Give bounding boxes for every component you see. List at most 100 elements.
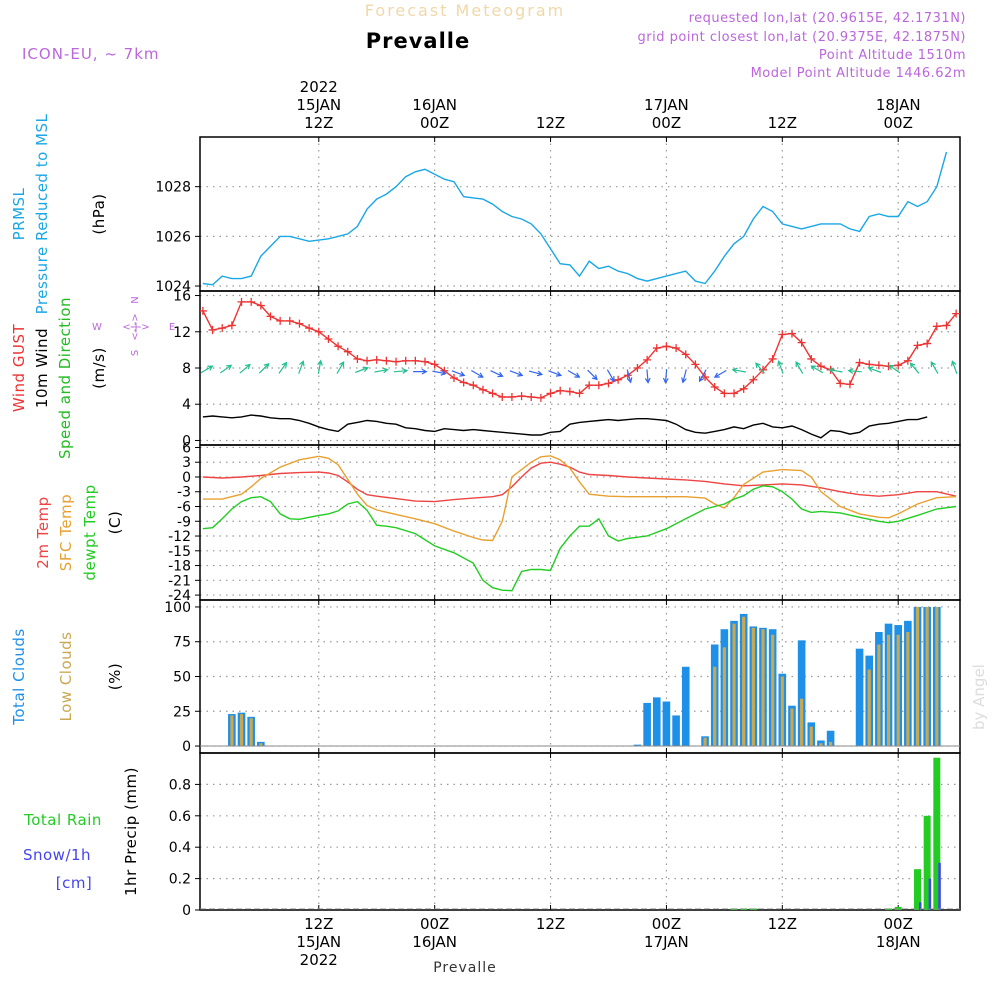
cloud-bar-total (633, 744, 642, 747)
watermark: by Angel (970, 664, 988, 730)
cloud-bar-low (761, 629, 765, 747)
gust-marker (797, 338, 806, 347)
y-tick-label: -3 (177, 485, 191, 501)
y-tick-label: 0 (182, 470, 191, 486)
wind-direction-arrow (393, 368, 409, 374)
time-label-bottom: 00Z (420, 915, 449, 933)
cloud-bar-low (935, 606, 939, 747)
gust-marker (334, 342, 343, 351)
gust-marker (411, 356, 420, 365)
series-line-dewpt-temp (202, 485, 957, 592)
gust-marker (430, 360, 439, 369)
gust-marker (575, 389, 584, 398)
gust-marker (247, 297, 256, 306)
wind-direction-arrow (528, 370, 544, 377)
cloud-bar-low (819, 743, 823, 747)
wind-direction-arrow (681, 369, 687, 384)
time-label-top: 2022 (300, 78, 338, 96)
wind-direction-arrow (374, 367, 389, 374)
y-tick-label: 75 (173, 635, 191, 651)
gust-marker (652, 344, 661, 353)
wind-direction-arrow (795, 361, 804, 374)
gust-marker (305, 324, 314, 333)
panel-label: (m/s) (90, 347, 108, 389)
wind-direction-arrow (432, 369, 447, 376)
footer-location: Prevalle (433, 960, 497, 976)
panel-label: dewpt Temp (81, 484, 99, 580)
wind-direction-arrow (336, 361, 345, 374)
gust-marker (816, 362, 825, 371)
cloud-bar-low (239, 714, 244, 747)
gust-marker (556, 386, 565, 395)
cloud-bar-low (925, 606, 929, 747)
time-label-top: 00Z (884, 114, 913, 132)
wind-direction-arrow (239, 363, 251, 374)
cloud-bar-total (652, 697, 661, 747)
series-line-10m-wind (202, 414, 928, 439)
cloud-bar-low (230, 715, 234, 747)
time-label-top: 12Z (768, 114, 797, 132)
gust-marker (449, 373, 458, 382)
time-label-top: 17JAN (644, 96, 689, 114)
y-tick-label: 100 (164, 600, 191, 616)
precip-bar-snow (938, 862, 941, 910)
panel-precip: 0 0.2 0.4 0.6 0.8 Total Rain Snow/1h [cm] 1hr Pr… (23, 752, 961, 919)
gust-marker (285, 316, 294, 325)
gust-marker (894, 361, 903, 370)
series-line-sfc-temp (202, 455, 957, 542)
gust-marker (546, 389, 555, 398)
gust-marker (874, 361, 883, 370)
model-label: ICON-EU, ~ 7km (22, 45, 160, 63)
plot-area (200, 297, 960, 439)
panel-label: [cm] (56, 874, 93, 892)
gust-marker (421, 357, 430, 366)
gust-marker (459, 378, 468, 387)
time-label-top: 12Z (304, 114, 333, 132)
wind-direction-arrow (731, 367, 746, 374)
y-tick-label: -15 (168, 544, 191, 560)
plot-area (202, 455, 957, 592)
panel-label: (hPa) (90, 193, 108, 234)
cloud-bar-low (896, 634, 900, 747)
y-tick-label: 6 (182, 440, 191, 456)
gust-marker (382, 356, 391, 365)
time-label-bottom: 15JAN (296, 933, 341, 951)
wind-direction-arrow (606, 369, 615, 383)
gust-marker (565, 387, 574, 396)
panel-frame (199, 599, 961, 754)
wind-direction-arrow (298, 360, 305, 374)
time-label-bottom: 16JAN (412, 933, 457, 951)
gust-marker (672, 344, 681, 353)
gust-marker (778, 330, 787, 339)
cloud-bar-total (643, 702, 651, 747)
wind-direction-arrow (755, 362, 765, 374)
model-altitude: Model Point Altitude 1446.62m (751, 66, 966, 81)
cloud-bar-low (906, 631, 910, 747)
wind-direction-arrow (355, 366, 369, 373)
gust-marker (256, 301, 265, 310)
gust-marker (218, 324, 227, 333)
series-line-prmsl (202, 151, 948, 286)
cloud-bar-total (855, 648, 864, 747)
y-tick-label: 1028 (155, 180, 191, 196)
y-tick-label: 0.4 (169, 840, 191, 856)
cloud-bar-low (867, 669, 871, 747)
gust-marker (266, 312, 275, 321)
gust-marker (517, 392, 526, 401)
gust-marker (363, 356, 372, 365)
wind-direction-arrow (951, 360, 958, 374)
wind-direction-arrow (777, 360, 784, 374)
gust-marker (392, 357, 401, 366)
y-tick-label: 1026 (155, 229, 191, 245)
time-label-top: 00Z (652, 114, 681, 132)
gust-marker (314, 327, 323, 336)
wind-direction-arrow (317, 359, 323, 374)
y-tick-label: -12 (168, 529, 191, 545)
wind-direction-arrow (471, 370, 484, 378)
series-line-2m-temp (202, 461, 957, 503)
cloud-bar-low (780, 676, 784, 747)
y-tick-label: 3 (182, 455, 191, 471)
compass-horizontal: <-|-> (122, 322, 149, 333)
time-label-bottom: 2022 (300, 951, 338, 969)
